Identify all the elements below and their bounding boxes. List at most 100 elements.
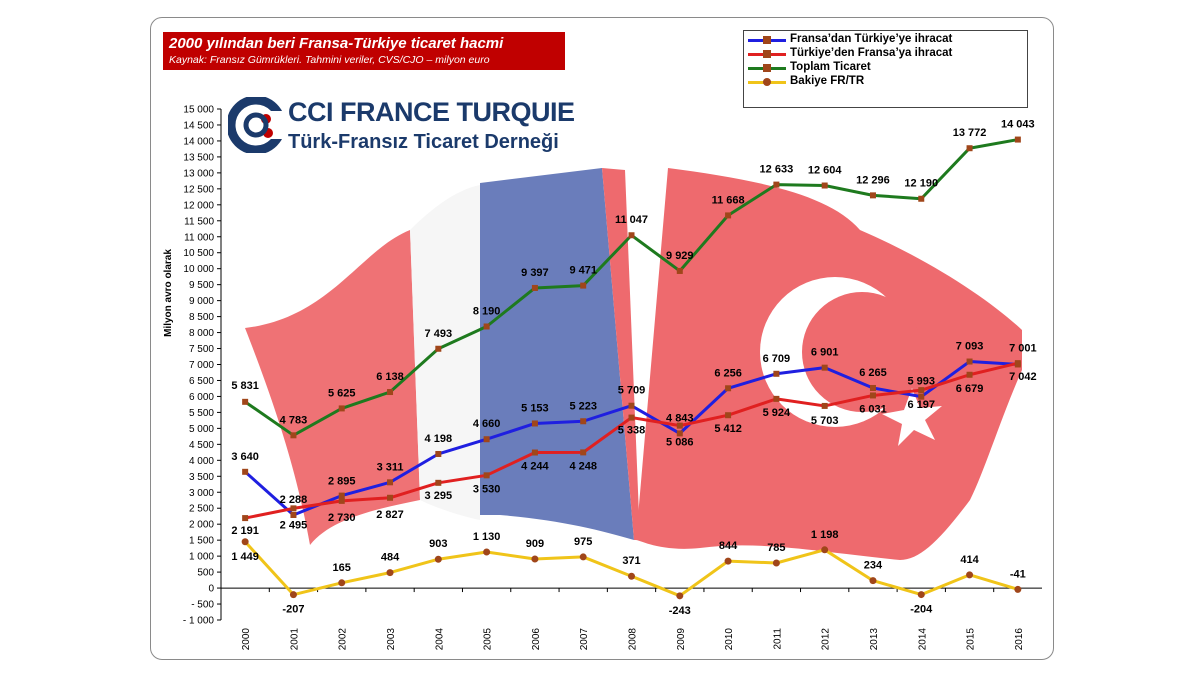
data-label-red: 7 042 <box>1009 371 1037 383</box>
y-tick-label: 12 500 <box>183 184 214 195</box>
french-flag-red-right <box>602 168 640 540</box>
point-blue <box>676 430 683 437</box>
point-green <box>338 405 345 412</box>
data-label-green: 8 190 <box>473 305 501 317</box>
data-label-red: 6 031 <box>859 403 887 415</box>
point-red <box>966 371 973 378</box>
data-label-blue: 7 093 <box>956 341 984 353</box>
y-tick-label: 14 000 <box>183 136 214 147</box>
point-yellow <box>869 577 877 585</box>
data-label-red: 2 827 <box>376 509 404 521</box>
data-label-yellow: 371 <box>622 555 640 567</box>
x-tick-label: 2016 <box>1014 628 1025 651</box>
data-label-blue: 6 709 <box>763 353 791 365</box>
point-green <box>290 432 297 439</box>
x-tick-label: 2006 <box>531 628 542 651</box>
legend-marker-blue <box>763 36 771 44</box>
data-label-blue: 6 256 <box>714 367 742 379</box>
legend-label-yellow: Bakiye FR/TR <box>790 75 865 87</box>
data-label-red: 5 338 <box>618 425 646 437</box>
y-tick-label: 5 500 <box>189 408 214 419</box>
point-blue <box>628 402 635 409</box>
data-label-blue: 7 001 <box>1009 342 1037 354</box>
french-flag-white <box>410 185 480 520</box>
x-tick-label: 2012 <box>821 628 832 651</box>
x-tick-label: 2000 <box>241 628 252 651</box>
data-label-yellow: 165 <box>333 562 351 574</box>
data-label-yellow: -204 <box>910 604 933 616</box>
y-tick-label: 3 500 <box>189 472 214 483</box>
point-green <box>869 192 876 199</box>
logo-subtitle: Türk-Fransız Ticaret Derneği <box>288 131 559 153</box>
data-label-blue: 6 265 <box>859 367 887 379</box>
axes: - 1 000 - 500 0 500 1 000 1 500 2 000 2 500 3 00… <box>163 105 1042 651</box>
point-green <box>966 145 973 152</box>
data-label-green: 12 604 <box>808 165 843 177</box>
point-red <box>869 392 876 399</box>
data-label-green: 9 929 <box>666 250 694 262</box>
point-green <box>580 282 587 289</box>
data-label-yellow: 975 <box>574 536 592 548</box>
point-yellow <box>241 538 249 546</box>
data-label-green: 5 625 <box>328 387 356 399</box>
data-label-blue: 5 153 <box>521 402 549 414</box>
y-tick-label: 5 000 <box>189 424 214 435</box>
x-tick-label: 2014 <box>917 628 928 651</box>
point-blue <box>387 479 394 486</box>
point-blue <box>435 450 442 457</box>
chart-title: 2000 yılından beri Fransa-Türkiye ticare… <box>169 35 504 52</box>
data-label-yellow: -41 <box>1010 568 1026 580</box>
data-label-green: 12 190 <box>904 178 938 190</box>
data-label-blue: 5 993 <box>907 376 935 388</box>
y-tick-label: 9 000 <box>189 296 214 307</box>
y-tick-label: 11 000 <box>184 232 214 243</box>
point-red <box>338 497 345 504</box>
y-tick-label: 9 500 <box>189 280 214 291</box>
point-green <box>628 232 635 239</box>
data-label-yellow: 1 449 <box>231 551 259 563</box>
x-tick-label: 2001 <box>289 628 300 651</box>
y-tick-label: 500 <box>197 568 214 579</box>
y-tick-label: 3 000 <box>189 488 214 499</box>
data-label-red: 2 730 <box>328 512 356 524</box>
data-label-green: 7 493 <box>425 328 453 340</box>
point-red <box>580 449 587 456</box>
data-label-red: 5 412 <box>714 423 742 435</box>
point-green <box>821 182 828 189</box>
data-label-green: 6 138 <box>376 371 404 383</box>
y-tick-label: 0 <box>208 584 214 595</box>
y-tick-label: - 1 000 <box>183 616 215 627</box>
data-label-green: 9 397 <box>521 267 549 279</box>
data-label-red: 6 197 <box>907 399 935 411</box>
data-label-blue: 3 311 <box>377 461 404 473</box>
point-red <box>1014 360 1021 367</box>
data-label-red: 4 248 <box>569 460 597 472</box>
data-label-blue: 4 198 <box>425 433 453 445</box>
point-green <box>242 398 249 405</box>
x-tick-label: 2004 <box>434 628 445 651</box>
point-red <box>290 505 297 512</box>
legend: Fransa’dan Türkiye’ye ihracat Türkiye’de… <box>743 30 1028 108</box>
y-tick-label: 6 000 <box>189 392 214 403</box>
data-label-green: 9 471 <box>569 265 597 277</box>
point-red <box>725 412 732 419</box>
point-blue <box>580 418 587 425</box>
data-label-blue: 3 640 <box>231 451 259 463</box>
data-label-yellow: 1 130 <box>473 531 501 543</box>
x-tick-label: 2010 <box>724 628 735 651</box>
point-yellow <box>579 553 587 561</box>
data-labels-layer: 3 640 2 288 2 895 3 311 4 198 4 660 5 153 5 223… <box>231 119 1036 617</box>
legend-label-blue: Fransa’dan Türkiye’ye ihracat <box>790 33 953 45</box>
data-label-blue: 2 288 <box>280 494 308 506</box>
data-label-yellow: 909 <box>526 538 544 550</box>
point-green <box>387 389 394 396</box>
point-green <box>773 181 780 188</box>
x-tick-label: 2005 <box>483 628 494 651</box>
y-tick-label: 2 000 <box>189 520 214 531</box>
point-yellow <box>821 546 829 554</box>
data-label-yellow: -207 <box>282 604 304 616</box>
point-red <box>918 387 925 394</box>
data-label-blue: 5 709 <box>618 385 646 397</box>
x-tick-label: 2007 <box>579 628 590 651</box>
data-label-green: 12 633 <box>760 164 794 176</box>
